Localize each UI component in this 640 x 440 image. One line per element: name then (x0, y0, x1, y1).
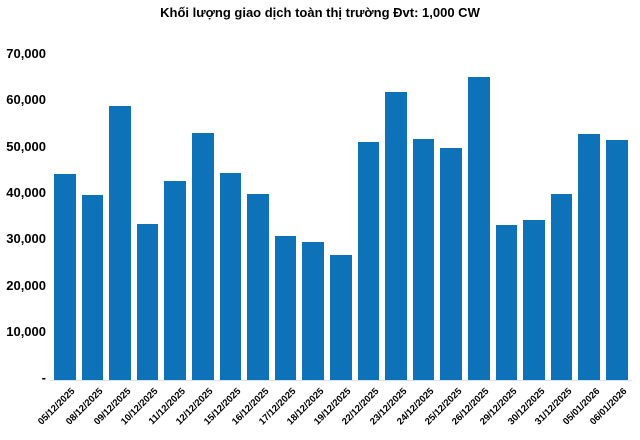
bar (606, 140, 628, 380)
bar (54, 174, 76, 380)
bar (523, 220, 545, 380)
bar (247, 194, 269, 380)
bar (357, 142, 380, 380)
y-axis-tick-label: 20,000 (6, 277, 46, 293)
bar (164, 181, 187, 380)
bar (219, 173, 242, 380)
y-axis-tick-label: 30,000 (6, 231, 46, 247)
bar (81, 195, 104, 380)
bar (109, 106, 131, 380)
bar (440, 148, 463, 380)
bar (274, 236, 297, 380)
x-axis-line (50, 380, 632, 382)
y-axis-tick-label: 40,000 (6, 184, 46, 200)
y-axis-tick-label: 10,000 (6, 323, 46, 339)
bar (550, 194, 573, 380)
bar (468, 77, 490, 380)
bar (578, 134, 601, 380)
bar (136, 224, 159, 380)
y-axis-tick-label: 70,000 (6, 46, 46, 61)
y-axis-tick-label: 50,000 (6, 138, 46, 154)
y-axis-tick-label: - (41, 370, 46, 386)
bar (495, 225, 518, 380)
bar (192, 133, 214, 380)
bar (302, 242, 325, 380)
y-axis-tick-label: 60,000 (6, 92, 46, 108)
bar (330, 255, 352, 380)
bar (385, 92, 407, 380)
chart-title: Khối lượng giao dịch toàn thị trường Đvt… (160, 5, 480, 20)
bar (412, 139, 435, 380)
